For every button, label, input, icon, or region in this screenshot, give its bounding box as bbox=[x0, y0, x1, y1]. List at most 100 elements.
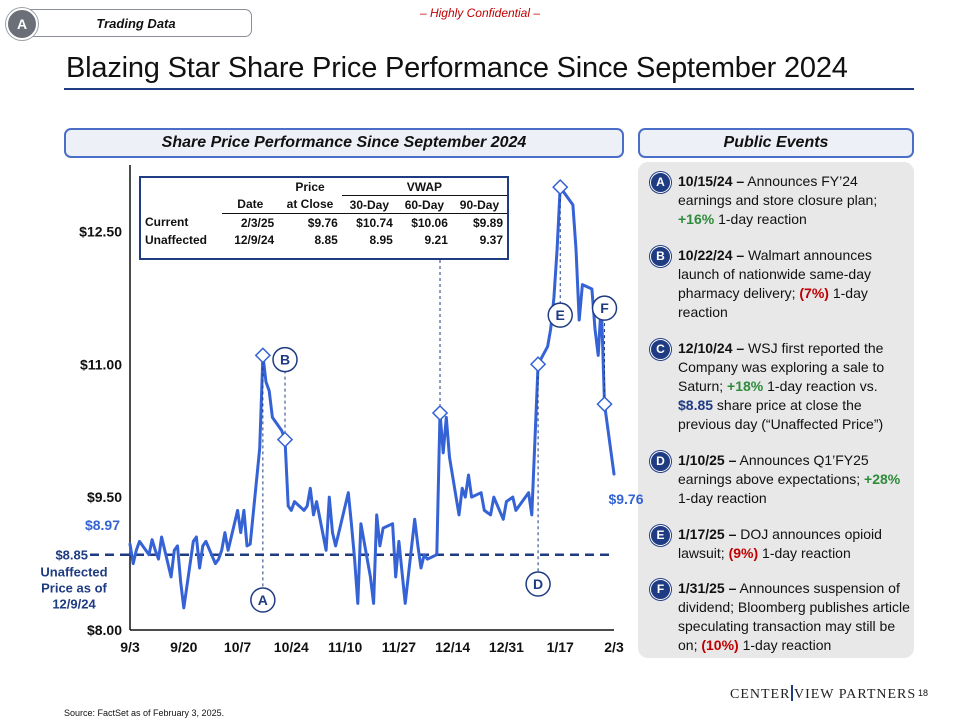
event-description: DOJ announces opioid lawsuit; bbox=[678, 526, 882, 561]
table-row: Current 2/3/25 $9.76 $10.74 $10.06 $9.89 bbox=[141, 214, 507, 232]
event-suffix: 1-day reaction bbox=[714, 211, 807, 227]
event-suffix: 1-day reaction bbox=[678, 490, 767, 506]
event-badge: F bbox=[650, 579, 671, 600]
event-badge: D bbox=[650, 451, 671, 472]
event-description: Announces Q1’FY25 earnings above expecta… bbox=[678, 452, 869, 487]
annotation-marker bbox=[276, 431, 294, 448]
event-item: C 12/10/24 – WSJ first reported the Compa… bbox=[650, 339, 912, 434]
y-tick-label: $11.00 bbox=[80, 356, 122, 372]
y-tick-label: $12.50 bbox=[79, 223, 122, 239]
x-tick-label: 1/17 bbox=[547, 639, 574, 655]
event-price: $8.85 bbox=[678, 397, 714, 413]
annotation-circle bbox=[250, 587, 276, 613]
event-change: +16% bbox=[678, 211, 715, 227]
event-suffix: 1-day reaction bbox=[738, 637, 832, 653]
event-date: 1/31/25 – bbox=[678, 580, 737, 596]
event-text: 10/22/24 – Walmart announces launch of n… bbox=[678, 246, 912, 322]
annotation-letter: A bbox=[258, 592, 268, 608]
event-text: 12/10/24 – WSJ first reported the Compan… bbox=[678, 339, 912, 434]
y-tick-label: $8.00 bbox=[87, 622, 122, 638]
event-suffix: 1-day reaction vs. bbox=[763, 378, 878, 394]
annotation-letter: E bbox=[556, 307, 565, 323]
annotation-marker bbox=[254, 347, 271, 364]
annotation-marker bbox=[596, 396, 613, 413]
source-note: Source: FactSet as of February 3, 2025. bbox=[64, 708, 225, 718]
logo-divider bbox=[791, 685, 793, 701]
cell-close: $9.76 bbox=[307, 215, 338, 230]
event-date: 1/10/25 – bbox=[678, 452, 737, 468]
reference-caption-line: 12/9/24 bbox=[52, 597, 96, 612]
table-group-vwap: VWAP bbox=[341, 178, 507, 196]
event-suffix: share price at close the previous day (“… bbox=[678, 397, 884, 432]
event-text: 10/15/24 – Announces FY’24 earnings and … bbox=[678, 172, 912, 229]
x-tick-label: 10/7 bbox=[224, 639, 251, 655]
annotation-letter: B bbox=[280, 352, 290, 368]
table-header: at Close bbox=[278, 195, 342, 214]
event-description: Walmart announces launch of nationwide s… bbox=[678, 247, 873, 301]
event-suffix: 1-day reaction bbox=[758, 545, 851, 561]
event-date: 10/15/24 – bbox=[678, 173, 745, 189]
x-tick-label: 10/24 bbox=[274, 639, 309, 655]
table-header: 90-Day bbox=[451, 195, 507, 214]
cell-date: 2/3/25 bbox=[240, 215, 275, 230]
table-spacer bbox=[222, 178, 278, 196]
event-change: (9%) bbox=[728, 545, 759, 561]
event-description: Announces FY’24 earnings and store closu… bbox=[678, 173, 878, 208]
x-tick-label: 11/10 bbox=[328, 639, 362, 655]
cell-vwap90: 9.37 bbox=[479, 232, 503, 247]
table-header: 60-Day bbox=[396, 195, 452, 214]
event-badge: A bbox=[650, 172, 671, 193]
x-tick-label: 9/3 bbox=[120, 639, 140, 655]
cell-vwap60: 9.21 bbox=[424, 232, 448, 247]
reference-caption-line: Price as of bbox=[41, 581, 107, 596]
event-badge: C bbox=[650, 339, 671, 360]
cell-vwap60: $10.06 bbox=[411, 215, 448, 230]
logo-right: VIEW PARTNERS bbox=[793, 687, 917, 702]
event-date: 1/17/25 – bbox=[678, 526, 737, 542]
table-header: 30-Day bbox=[341, 195, 397, 214]
x-tick-label: 12/31 bbox=[489, 639, 524, 655]
section-tab: Trading Data bbox=[20, 9, 252, 37]
chart-panel-heading: Share Price Performance Since September … bbox=[64, 128, 624, 158]
confidential-label: – Highly Confidential – bbox=[419, 6, 541, 20]
event-item: B 10/22/24 – Walmart announces launch of … bbox=[650, 246, 912, 322]
price-stats-table: Price VWAP Date at Close 30-Day 60-Day 9… bbox=[139, 176, 509, 260]
annotation-circle bbox=[525, 571, 551, 597]
event-description: WSJ first reported the Company was explo… bbox=[678, 340, 885, 394]
annotation-marker bbox=[431, 404, 449, 422]
table-row: Unaffected 12/9/24 8.85 8.95 9.21 9.37 bbox=[141, 231, 507, 248]
company-logo: CENTER VIEW PARTNERS bbox=[730, 685, 916, 703]
page-title: Blazing Star Share Price Performance Sin… bbox=[66, 52, 848, 84]
event-item: D 1/10/25 – Announces Q1’FY25 earnings ab… bbox=[650, 451, 912, 508]
cell-vwap30: 8.95 bbox=[369, 232, 393, 247]
event-item: E 1/17/25 – DOJ announces opioid lawsuit;… bbox=[650, 525, 912, 563]
section-tab-label: Trading Data bbox=[96, 15, 176, 31]
events-panel-heading: Public Events bbox=[638, 128, 914, 158]
annotation-letter: D bbox=[533, 576, 543, 592]
y-tick-label: $9.50 bbox=[87, 489, 122, 505]
annotation-circle bbox=[272, 346, 298, 373]
event-change: (7%) bbox=[799, 285, 829, 301]
event-badge: E bbox=[650, 525, 671, 546]
event-change: (10%) bbox=[701, 637, 739, 653]
event-change: +18% bbox=[727, 378, 764, 394]
table-header: Date bbox=[222, 195, 279, 214]
row-label: Current bbox=[145, 215, 189, 230]
title-divider bbox=[64, 88, 914, 90]
annotation-circle bbox=[547, 302, 573, 328]
event-badge: B bbox=[650, 246, 671, 267]
annotation-marker bbox=[529, 356, 547, 373]
x-tick-label: 9/20 bbox=[170, 639, 197, 655]
event-description: Announces suspension of dividend; Bloomb… bbox=[678, 580, 910, 653]
x-tick-label: 11/27 bbox=[382, 639, 416, 655]
row-label: Unaffected bbox=[145, 232, 208, 247]
end-price-label: $9.76 bbox=[608, 491, 643, 507]
event-date: 10/22/24 – bbox=[678, 247, 745, 263]
table-group-price: Price bbox=[295, 179, 325, 194]
logo-left: CENTER bbox=[730, 687, 791, 702]
annotation-circle bbox=[591, 295, 618, 321]
reference-caption-line: Unaffected bbox=[40, 565, 107, 580]
event-text: 1/17/25 – DOJ announces opioid lawsuit; … bbox=[678, 525, 912, 563]
start-price-label: $8.97 bbox=[85, 517, 120, 533]
